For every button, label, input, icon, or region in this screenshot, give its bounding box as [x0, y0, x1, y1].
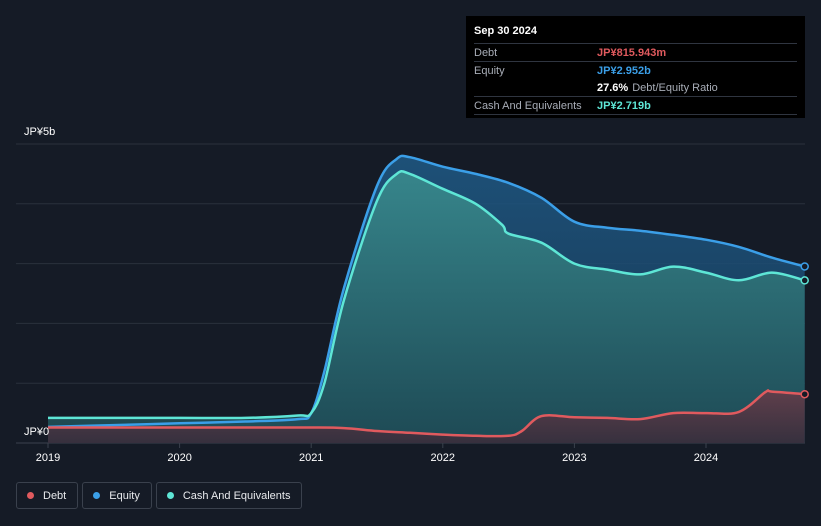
debt-line: [47, 389, 805, 438]
debt-dot-icon: [27, 492, 34, 499]
legend-cash-label: Cash And Equivalents: [182, 489, 291, 502]
tooltip-cash-value: JP¥2.719b: [597, 99, 651, 112]
cash-and-equivalents-area: [48, 171, 805, 443]
tooltip-row-ratio: 27.6% Debt/Equity Ratio: [474, 79, 797, 96]
equity-line: [47, 154, 806, 429]
x-tick-label: 2024: [694, 452, 718, 464]
tooltip-debt-value: JP¥815.943m: [597, 46, 667, 59]
series-lines: [47, 154, 806, 438]
tooltip-cash-label: Cash And Equivalents: [474, 99, 582, 112]
debt-end-marker: [800, 389, 809, 399]
tooltip-ratio-label: Debt/Equity Ratio: [632, 81, 718, 94]
cash-and-equivalents-end-marker: [800, 276, 809, 285]
tooltip-row-debt: Debt JP¥815.943m: [474, 43, 797, 61]
legend-item-equity[interactable]: Equity: [82, 482, 152, 509]
debt-area: [48, 390, 805, 443]
tooltip-row-cash: Cash And Equivalents JP¥2.719b: [474, 96, 797, 115]
cash-dot-icon: [166, 492, 174, 499]
x-axis-ticks: 2019 2020 2021 2022 2023 2024: [36, 443, 718, 464]
cash-and-equivalents-line: [47, 170, 806, 420]
y-axis-top-label: JP¥5b: [24, 126, 55, 138]
x-tick-label: 2023: [562, 452, 586, 464]
x-tick-label: 2020: [167, 452, 191, 464]
legend-item-debt[interactable]: Debt: [16, 482, 79, 509]
x-tick-label: 2019: [36, 452, 60, 464]
tooltip-row-equity: Equity JP¥2.952b: [474, 61, 797, 79]
legend: Debt Equity Cash And Equivalents: [16, 482, 303, 509]
legend-item-cash[interactable]: Cash And Equivalents: [155, 482, 303, 509]
end-markers: [800, 262, 809, 399]
legend-debt-label: Debt: [43, 489, 67, 502]
tooltip-date: Sep 30 2024: [474, 25, 537, 37]
equity-dot-icon: [93, 492, 101, 499]
tooltip-debt-label: Debt: [474, 46, 498, 59]
tooltip-ratio-value: 27.6%: [597, 81, 629, 94]
tooltip-equity-label: Equity: [474, 64, 505, 77]
x-tick-label: 2021: [299, 452, 323, 464]
tooltip-panel: Sep 30 2024 Debt JP¥815.943m Equity JP¥2…: [466, 16, 805, 118]
y-axis-bottom-label: JP¥0: [24, 426, 49, 438]
series-areas: [48, 155, 805, 443]
legend-equity-label: Equity: [109, 489, 140, 502]
x-tick-label: 2022: [431, 452, 455, 464]
tooltip-equity-value: JP¥2.952b: [597, 64, 651, 77]
equity-end-marker: [800, 262, 809, 271]
